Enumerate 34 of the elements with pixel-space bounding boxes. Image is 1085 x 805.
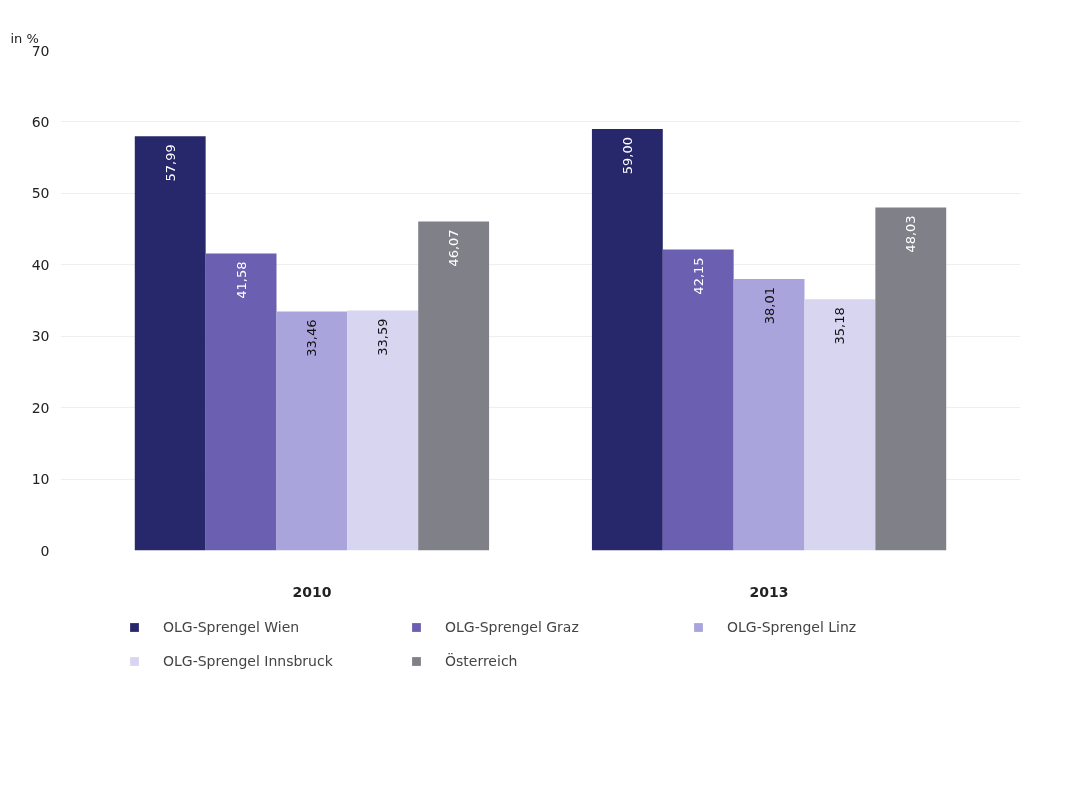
data-label: 33,59 — [375, 318, 391, 356]
legend-label: OLG-Sprengel Graz — [445, 619, 580, 635]
y-tick-label: 20 — [31, 399, 50, 416]
bar — [418, 221, 490, 551]
data-label: 59,00 — [619, 137, 635, 175]
y-tick-label: 50 — [31, 185, 50, 202]
data-label: 38,01 — [761, 287, 777, 325]
y-tick-label: 30 — [31, 328, 50, 345]
bar — [733, 279, 805, 551]
data-label: 33,46 — [304, 319, 320, 357]
data-label: 35,18 — [832, 307, 848, 345]
x-tick-label: 2010 — [292, 583, 332, 600]
bar — [662, 249, 734, 551]
data-label: 48,03 — [903, 215, 919, 253]
legend-label: OLG-Sprengel Wien — [163, 619, 301, 635]
bar — [875, 207, 947, 551]
bar — [276, 311, 348, 551]
bar — [804, 299, 876, 551]
bar — [205, 253, 277, 551]
bar — [347, 310, 419, 551]
y-tick-label: 60 — [31, 113, 50, 130]
legend-label: OLG-Sprengel Linz — [727, 619, 858, 635]
data-label: 57,99 — [162, 144, 178, 182]
data-label: 46,07 — [446, 229, 462, 267]
data-label: 42,15 — [690, 257, 706, 295]
y-tick-label: 40 — [31, 256, 50, 273]
bar — [134, 136, 206, 551]
y-tick-label: 0 — [40, 542, 50, 559]
bar — [591, 129, 663, 551]
legend-label: Österreich — [445, 653, 519, 669]
y-tick-label: 10 — [31, 471, 50, 488]
x-tick-label: 2013 — [749, 583, 789, 600]
data-label: 41,58 — [233, 261, 249, 299]
legend-label: OLG-Sprengel Innsbruck — [163, 653, 334, 669]
